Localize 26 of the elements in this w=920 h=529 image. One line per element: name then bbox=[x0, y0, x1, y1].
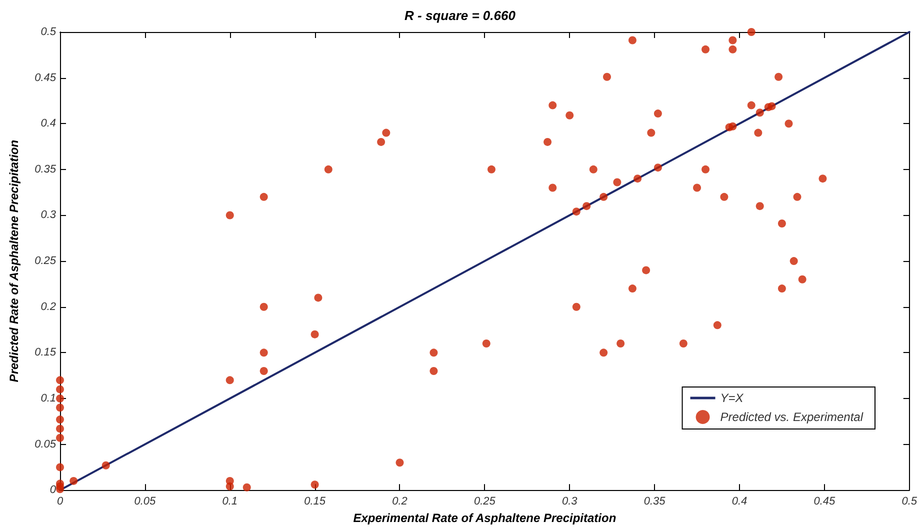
x-tick-label: 0.3 bbox=[562, 496, 578, 508]
chart-title: R - square = 0.660 bbox=[404, 8, 516, 23]
y-tick-label: 0.35 bbox=[34, 163, 57, 176]
x-tick-label: 0.15 bbox=[304, 496, 326, 508]
x-tick-label: 0.2 bbox=[392, 496, 408, 508]
x-tick-label: 0.05 bbox=[134, 496, 157, 508]
x-tick-label: 0.45 bbox=[814, 496, 836, 508]
y-tick-label: 0.5 bbox=[40, 26, 57, 38]
x-axis-title: Experimental Rate of Asphaltene Precipitation bbox=[353, 511, 616, 525]
x-tick-label: 0.35 bbox=[644, 496, 666, 508]
x-tick-label: 0.25 bbox=[474, 496, 496, 508]
y-tick-label: 0 bbox=[50, 484, 57, 496]
x-tick-label: 0.1 bbox=[222, 496, 238, 508]
y-tick-label: 0.4 bbox=[40, 118, 56, 130]
y-tick-label: 0.15 bbox=[34, 346, 57, 359]
x-tick-label: 0.4 bbox=[732, 496, 748, 508]
y-tick-label: 0.3 bbox=[40, 209, 57, 222]
y-tick-label: 0.2 bbox=[40, 300, 56, 313]
legend-label: Predicted vs. Experimental bbox=[720, 410, 864, 424]
y-tick-label: 0.1 bbox=[40, 392, 56, 404]
x-tick-label: 0.5 bbox=[902, 496, 918, 508]
y-tick-label: 0.05 bbox=[34, 438, 57, 450]
y-axis-title: Predicted Rate of Asphaltene Precipitation bbox=[7, 140, 21, 382]
y-tick-label: 0.25 bbox=[34, 255, 57, 268]
legend-label: Y=X bbox=[720, 391, 744, 405]
y-tick-label: 0.45 bbox=[34, 72, 57, 84]
